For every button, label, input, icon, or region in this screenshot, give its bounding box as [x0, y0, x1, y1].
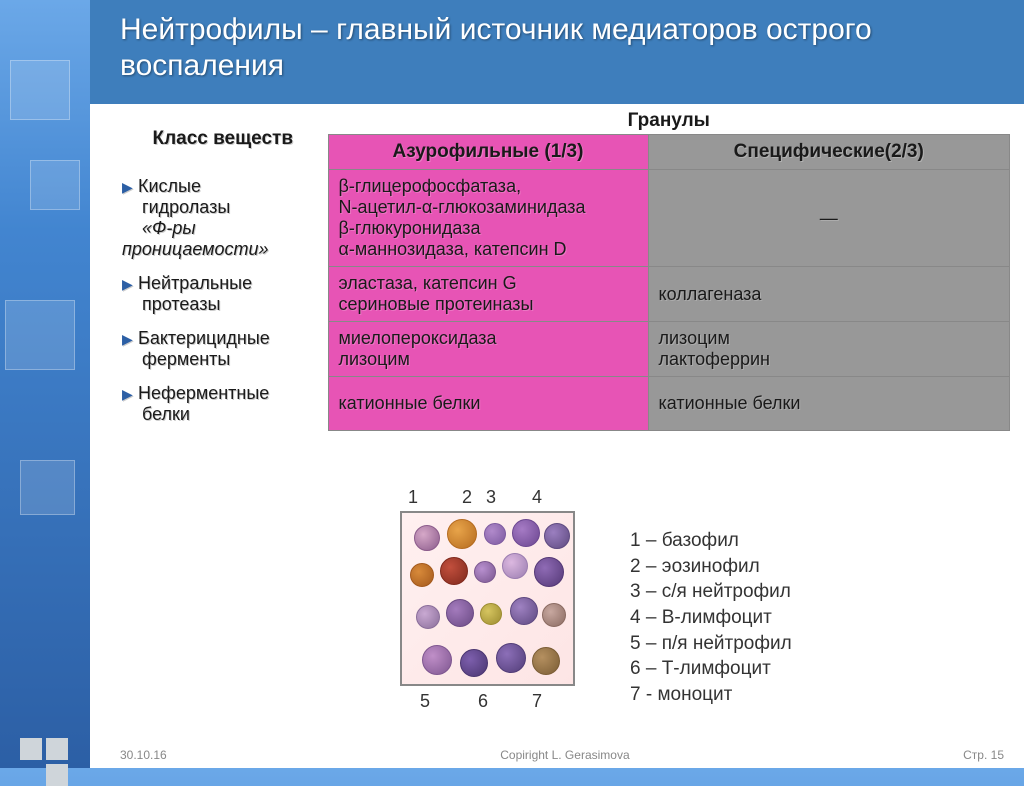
legend-line: 6 – Т-лимфоцит — [630, 656, 792, 682]
cell-azurophilic: эластаза, катепсин Gсериновые протеиназы — [328, 267, 648, 322]
blood-cell-icon — [502, 553, 528, 579]
blood-cell-icon — [512, 519, 540, 547]
header-azurophilic: Азурофильные (1/3) — [328, 135, 648, 170]
header-granules: Гранулы — [328, 108, 1010, 135]
legend-line: 7 - моноцит — [630, 682, 792, 708]
blood-cell-icon — [440, 557, 468, 585]
cell-azurophilic: миелопероксидазализоцим — [328, 322, 648, 377]
blood-cell-icon — [422, 645, 452, 675]
header-specific: Специфические(2/3) — [648, 135, 1010, 170]
substances-table: Класс веществ Гранулы Азурофильные (1/3)… — [118, 108, 1010, 431]
blood-cell-icon — [496, 643, 526, 673]
blood-cell-icon — [460, 649, 488, 677]
blood-cell-icon — [480, 603, 502, 625]
diagram-num: 7 — [532, 691, 542, 712]
legend-line: 3 – с/я нейтрофил — [630, 579, 792, 605]
diagram-num: 5 — [420, 691, 430, 712]
footer-date: 30.10.16 — [120, 748, 167, 762]
title-bar: Нейтрофилы – главный источник медиаторов… — [90, 0, 1024, 104]
table-container: Класс веществ Гранулы Азурофильные (1/3)… — [90, 104, 1024, 431]
blood-cell-icon — [446, 599, 474, 627]
row-label: ▶Кислые гидролазы «Ф-ры проницаемости» — [118, 170, 328, 267]
diagram-num: 4 — [532, 487, 542, 508]
header-class: Класс веществ — [118, 108, 328, 170]
cell-diagram: 1 2 3 4 5 6 7 1 – базофил2 – эозинофил3 … — [360, 483, 1024, 723]
blood-cell-icon — [542, 603, 566, 627]
row-label: ▶Бактерицидные ферменты — [118, 322, 328, 377]
cell-specific: коллагеназа — [648, 267, 1010, 322]
diagram-num: 3 — [486, 487, 496, 508]
blood-cell-icon — [410, 563, 434, 587]
blood-cell-icon — [474, 561, 496, 583]
side-decoration — [0, 0, 90, 768]
cell-specific: катионные белки — [648, 377, 1010, 431]
footer: 30.10.16 Copiright L. Gerasimova Стр. 15 — [120, 748, 1004, 762]
footer-copyright: Copiright L. Gerasimova — [500, 748, 629, 762]
blood-cell-icon — [534, 557, 564, 587]
legend-line: 2 – эозинофил — [630, 554, 792, 580]
diagram-num: 6 — [478, 691, 488, 712]
blood-cell-icon — [416, 605, 440, 629]
legend-line: 5 – п/я нейтрофил — [630, 631, 792, 657]
page-title: Нейтрофилы – главный источник медиаторов… — [120, 12, 994, 84]
cell-specific: лизоцимлактоферрин — [648, 322, 1010, 377]
blood-cell-icon — [414, 525, 440, 551]
blood-cell-icon — [447, 519, 477, 549]
cell-azurophilic: катионные белки — [328, 377, 648, 431]
row-label: ▶Неферментные белки — [118, 377, 328, 431]
legend-line: 1 – базофил — [630, 528, 792, 554]
legend-line: 4 – В-лимфоцит — [630, 605, 792, 631]
diagram-legend: 1 – базофил2 – эозинофил3 – с/я нейтрофи… — [630, 528, 792, 707]
diagram-num: 1 — [408, 487, 418, 508]
cell-azurophilic: β-глицерофосфатаза,N-ацетил-α-глюкозамин… — [328, 170, 648, 267]
diagram-num: 2 — [462, 487, 472, 508]
slide-content: Нейтрофилы – главный источник медиаторов… — [90, 0, 1024, 768]
blood-cell-icon — [532, 647, 560, 675]
blood-cell-icon — [510, 597, 538, 625]
cell-microscopy-box — [400, 511, 575, 686]
cell-specific: — — [648, 170, 1010, 267]
blood-cell-icon — [544, 523, 570, 549]
blood-cell-icon — [484, 523, 506, 545]
row-label: ▶Нейтральные протеазы — [118, 267, 328, 322]
footer-page: Стр. 15 — [963, 748, 1004, 762]
